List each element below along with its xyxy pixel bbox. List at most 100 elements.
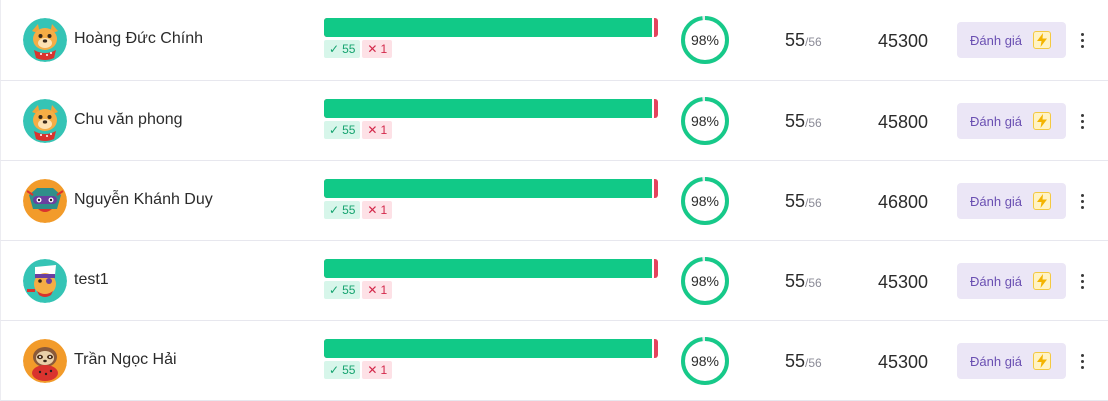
check-icon: ✓ bbox=[329, 203, 340, 217]
accuracy-percent: 98% bbox=[690, 193, 720, 209]
points-value: 45300 bbox=[878, 31, 929, 51]
more-options-icon[interactable] bbox=[1075, 351, 1091, 371]
correct-count-badge: ✓ 55 bbox=[324, 40, 361, 58]
score-value: 55 bbox=[785, 30, 806, 50]
score-total: /56 bbox=[805, 116, 822, 130]
score: 55/56 bbox=[785, 271, 822, 292]
rate-button-label: Đánh giá bbox=[970, 353, 1023, 369]
score: 55/56 bbox=[785, 191, 822, 212]
accuracy-percent: 98% bbox=[690, 32, 720, 48]
cross-icon: ✕ bbox=[367, 363, 378, 377]
score-value: 55 bbox=[785, 271, 806, 291]
score-total: /56 bbox=[805, 276, 822, 290]
correct-portion bbox=[324, 18, 652, 37]
score-value: 55 bbox=[785, 351, 806, 371]
cartoon-masked-creature-avatar-icon bbox=[23, 179, 67, 223]
points-value: 45300 bbox=[878, 272, 929, 292]
points-value: 46800 bbox=[878, 192, 929, 212]
bar-divider bbox=[652, 259, 654, 278]
answer-progress-bar bbox=[324, 339, 658, 358]
lightning-bolt-icon bbox=[1033, 31, 1052, 49]
student-name: Chu văn phong bbox=[74, 111, 183, 128]
student-row: test1 ✓ 55 ✕ 1 98% 55/56 45300 Đánh giá bbox=[0, 241, 1108, 321]
answer-progress-bar bbox=[324, 99, 658, 118]
cartoon-sloth-avatar-icon bbox=[23, 339, 67, 383]
bar-divider bbox=[652, 339, 654, 358]
wrong-count-badge: ✕ 1 bbox=[362, 361, 393, 379]
accuracy-percent: 98% bbox=[690, 113, 720, 129]
score-total: /56 bbox=[805, 356, 822, 370]
accuracy-ring bbox=[681, 177, 729, 225]
answer-tags: ✓ 55 ✕ 1 bbox=[324, 361, 394, 379]
answer-tags: ✓ 55 ✕ 1 bbox=[324, 281, 394, 299]
correct-count-badge: ✓ 55 bbox=[324, 121, 361, 139]
rate-button[interactable]: Đánh giá bbox=[957, 343, 1066, 379]
check-icon: ✓ bbox=[329, 42, 340, 56]
wrong-count-badge: ✕ 1 bbox=[362, 121, 393, 139]
accuracy-ring bbox=[681, 337, 729, 385]
more-options-icon[interactable] bbox=[1075, 111, 1091, 131]
score-value: 55 bbox=[785, 111, 806, 131]
check-icon: ✓ bbox=[329, 283, 340, 297]
rate-button[interactable]: Đánh giá bbox=[957, 22, 1066, 58]
student-name: Trần Ngọc Hải bbox=[74, 351, 177, 368]
rate-button[interactable]: Đánh giá bbox=[957, 263, 1066, 299]
score-total: /56 bbox=[805, 196, 822, 210]
accuracy-percent: 98% bbox=[690, 273, 720, 289]
check-icon: ✓ bbox=[329, 363, 340, 377]
score: 55/56 bbox=[785, 351, 822, 372]
correct-portion bbox=[324, 339, 652, 358]
cartoon-pirate-avatar-icon bbox=[23, 259, 67, 303]
correct-count-badge: ✓ 55 bbox=[324, 201, 361, 219]
correct-count-badge: ✓ 55 bbox=[324, 361, 361, 379]
bar-divider bbox=[652, 99, 654, 118]
lightning-bolt-icon bbox=[1033, 272, 1052, 290]
score: 55/56 bbox=[785, 111, 822, 132]
rate-button-label: Đánh giá bbox=[970, 32, 1023, 48]
points-value: 45800 bbox=[878, 112, 929, 132]
rate-button-label: Đánh giá bbox=[970, 193, 1023, 209]
student-name: test1 bbox=[74, 271, 109, 288]
lightning-bolt-icon bbox=[1033, 352, 1052, 370]
score-value: 55 bbox=[785, 191, 806, 211]
answer-tags: ✓ 55 ✕ 1 bbox=[324, 201, 394, 219]
accuracy-ring bbox=[681, 257, 729, 305]
student-row: Hoàng Đức Chính ✓ 55 ✕ 1 98% 55/56 45300 Đá… bbox=[0, 0, 1108, 81]
correct-portion bbox=[324, 179, 652, 198]
check-icon: ✓ bbox=[329, 123, 340, 137]
cross-icon: ✕ bbox=[367, 203, 378, 217]
more-options-icon[interactable] bbox=[1075, 271, 1091, 291]
student-name: Hoàng Đức Chính bbox=[74, 30, 203, 47]
answer-tags: ✓ 55 ✕ 1 bbox=[324, 121, 394, 139]
cross-icon: ✕ bbox=[367, 123, 378, 137]
points-value: 45300 bbox=[878, 352, 929, 372]
correct-count-badge: ✓ 55 bbox=[324, 281, 361, 299]
more-options-icon[interactable] bbox=[1075, 191, 1091, 211]
bar-divider bbox=[652, 179, 654, 198]
rate-button[interactable]: Đánh giá bbox=[957, 183, 1066, 219]
correct-portion bbox=[324, 99, 652, 118]
wrong-count-badge: ✕ 1 bbox=[362, 40, 393, 58]
accuracy-percent: 98% bbox=[690, 353, 720, 369]
accuracy-ring bbox=[681, 97, 729, 145]
answer-progress-bar bbox=[324, 259, 658, 278]
score: 55/56 bbox=[785, 30, 822, 51]
rate-button[interactable]: Đánh giá bbox=[957, 103, 1066, 139]
answer-progress-bar bbox=[324, 18, 658, 37]
lightning-bolt-icon bbox=[1033, 112, 1052, 130]
wrong-count-badge: ✕ 1 bbox=[362, 201, 393, 219]
accuracy-ring bbox=[681, 16, 729, 64]
rate-button-label: Đánh giá bbox=[970, 273, 1023, 289]
correct-portion bbox=[324, 259, 652, 278]
score-total: /56 bbox=[805, 35, 822, 49]
student-row: Chu văn phong ✓ 55 ✕ 1 98% 55/56 45800 Đánh… bbox=[0, 81, 1108, 161]
student-name: Nguyễn Khánh Duy bbox=[74, 191, 213, 208]
more-options-icon[interactable] bbox=[1075, 30, 1091, 50]
bar-divider bbox=[652, 18, 654, 37]
cross-icon: ✕ bbox=[367, 42, 378, 56]
cartoon-dog-avatar-icon bbox=[23, 18, 67, 62]
student-row: Nguyễn Khánh Duy ✓ 55 ✕ 1 98% 55/56 46800 Đ… bbox=[0, 161, 1108, 241]
answer-progress-bar bbox=[324, 179, 658, 198]
cartoon-dog-avatar-icon bbox=[23, 99, 67, 143]
